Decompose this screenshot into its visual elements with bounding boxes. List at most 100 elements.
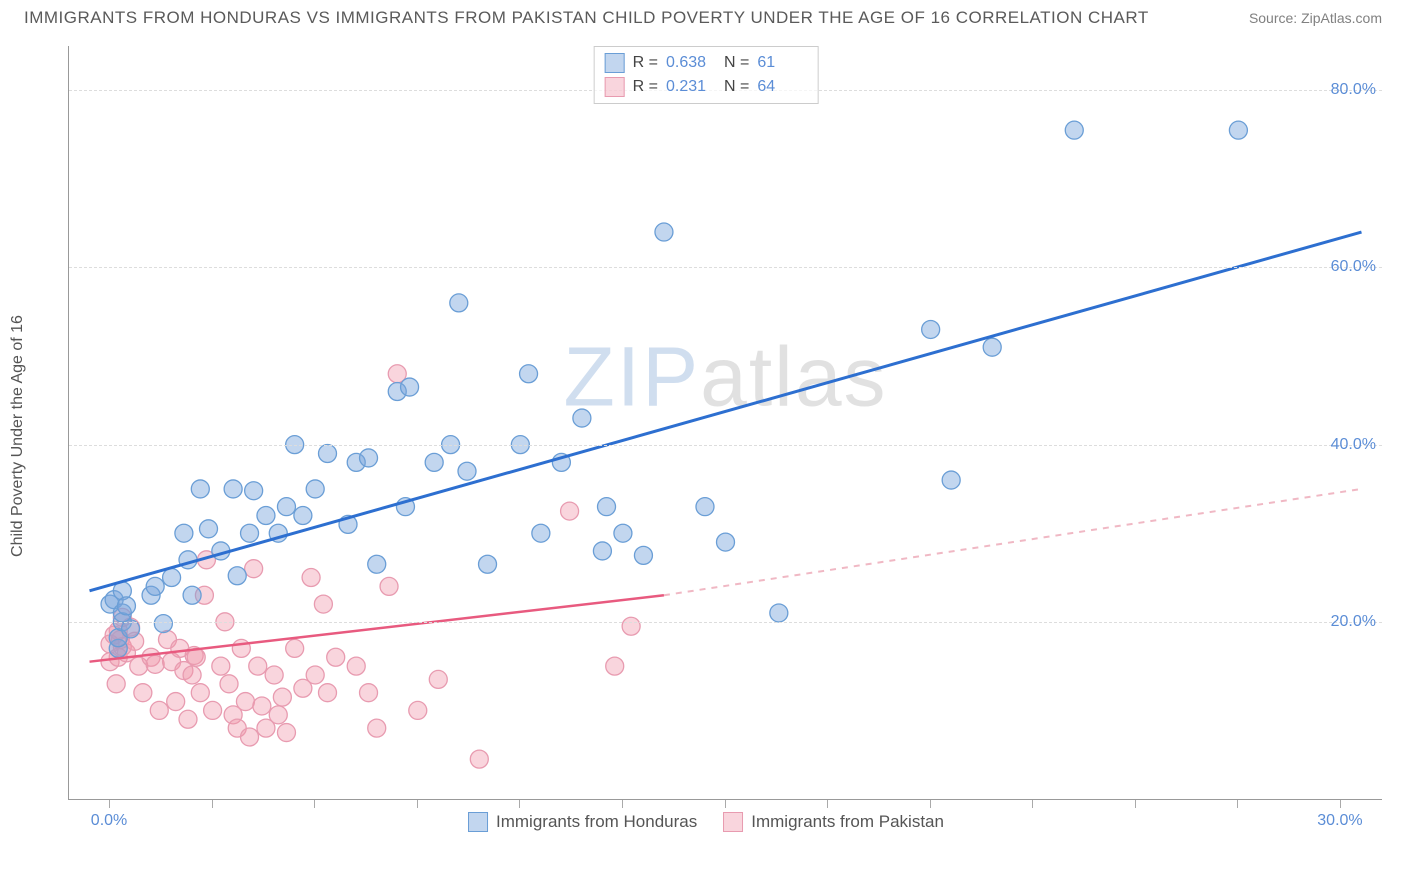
point-honduras — [655, 223, 673, 241]
series-legend-item: Immigrants from Pakistan — [723, 812, 944, 832]
x-minor-tick — [930, 800, 931, 808]
point-honduras — [183, 586, 201, 604]
point-pakistan — [470, 750, 488, 768]
point-pakistan — [273, 688, 291, 706]
x-minor-tick — [1340, 800, 1341, 808]
x-minor-tick — [827, 800, 828, 808]
point-honduras — [191, 480, 209, 498]
x-minor-tick — [109, 800, 110, 808]
point-pakistan — [314, 595, 332, 613]
point-honduras — [318, 445, 336, 463]
point-pakistan — [204, 701, 222, 719]
gridline-h — [69, 445, 1382, 446]
point-pakistan — [179, 710, 197, 728]
point-pakistan — [236, 693, 254, 711]
x-minor-tick — [622, 800, 623, 808]
point-pakistan — [253, 697, 271, 715]
point-pakistan — [306, 666, 324, 684]
point-pakistan — [302, 569, 320, 587]
correlation-legend-row: R =0.638N =61 — [605, 51, 808, 75]
x-tick-label: 0.0% — [91, 812, 127, 830]
point-honduras — [1229, 121, 1247, 139]
point-pakistan — [220, 675, 238, 693]
n-label: N = — [724, 51, 749, 75]
point-pakistan — [286, 639, 304, 657]
point-honduras — [224, 480, 242, 498]
point-honduras — [257, 507, 275, 525]
y-tick-label: 40.0% — [1331, 436, 1376, 454]
point-pakistan — [368, 719, 386, 737]
legend-swatch — [605, 77, 625, 97]
point-pakistan — [380, 577, 398, 595]
plot-area: ZIPatlas — [68, 46, 1382, 800]
series-legend-label: Immigrants from Honduras — [496, 812, 697, 832]
r-label: R = — [633, 51, 658, 75]
point-honduras — [983, 338, 1001, 356]
point-pakistan — [606, 657, 624, 675]
point-honduras — [717, 533, 735, 551]
gridline-h — [69, 622, 1382, 623]
point-honduras — [696, 498, 714, 516]
y-tick-label: 80.0% — [1331, 81, 1376, 99]
point-honduras — [450, 294, 468, 312]
point-pakistan — [241, 728, 259, 746]
x-minor-tick — [417, 800, 418, 808]
series-legend-label: Immigrants from Pakistan — [751, 812, 944, 832]
x-minor-tick — [1032, 800, 1033, 808]
point-pakistan — [212, 657, 230, 675]
source-attribution: Source: ZipAtlas.com — [1249, 10, 1382, 26]
point-pakistan — [347, 657, 365, 675]
point-pakistan — [150, 701, 168, 719]
point-pakistan — [265, 666, 283, 684]
point-honduras — [154, 615, 172, 633]
point-honduras — [245, 482, 263, 500]
point-honduras — [634, 546, 652, 564]
point-honduras — [228, 567, 246, 585]
x-minor-tick — [725, 800, 726, 808]
point-pakistan — [360, 684, 378, 702]
point-honduras — [277, 498, 295, 516]
point-honduras — [200, 520, 218, 538]
point-honduras — [479, 555, 497, 573]
r-label: R = — [633, 75, 658, 99]
point-pakistan — [249, 657, 267, 675]
source-value: ZipAtlas.com — [1301, 10, 1382, 26]
x-minor-tick — [519, 800, 520, 808]
chart-title: IMMIGRANTS FROM HONDURAS VS IMMIGRANTS F… — [24, 8, 1149, 28]
trendline-pakistan — [90, 595, 664, 661]
point-honduras — [598, 498, 616, 516]
y-axis-label: Child Poverty Under the Age of 16 — [9, 315, 27, 557]
n-value: 61 — [757, 51, 807, 75]
point-honduras — [593, 542, 611, 560]
point-honduras — [294, 507, 312, 525]
legend-swatch — [723, 812, 743, 832]
point-honduras — [146, 577, 164, 595]
point-honduras — [573, 409, 591, 427]
n-label: N = — [724, 75, 749, 99]
y-tick-label: 60.0% — [1331, 258, 1376, 276]
point-pakistan — [561, 502, 579, 520]
series-legend-item: Immigrants from Honduras — [468, 812, 697, 832]
point-pakistan — [232, 639, 250, 657]
point-pakistan — [183, 666, 201, 684]
point-pakistan — [191, 684, 209, 702]
correlation-legend-row: R =0.231N =64 — [605, 75, 808, 99]
point-pakistan — [134, 684, 152, 702]
point-honduras — [922, 320, 940, 338]
point-pakistan — [318, 684, 336, 702]
point-pakistan — [409, 701, 427, 719]
point-honduras — [306, 480, 324, 498]
x-minor-tick — [1135, 800, 1136, 808]
point-honduras — [458, 462, 476, 480]
point-pakistan — [622, 617, 640, 635]
r-value: 0.231 — [666, 75, 716, 99]
x-minor-tick — [212, 800, 213, 808]
point-honduras — [163, 569, 181, 587]
point-pakistan — [429, 670, 447, 688]
x-tick-label: 30.0% — [1317, 812, 1362, 830]
point-honduras — [401, 378, 419, 396]
point-honduras — [520, 365, 538, 383]
source-label: Source: — [1249, 10, 1301, 26]
point-pakistan — [327, 648, 345, 666]
chart-header: IMMIGRANTS FROM HONDURAS VS IMMIGRANTS F… — [0, 0, 1406, 32]
